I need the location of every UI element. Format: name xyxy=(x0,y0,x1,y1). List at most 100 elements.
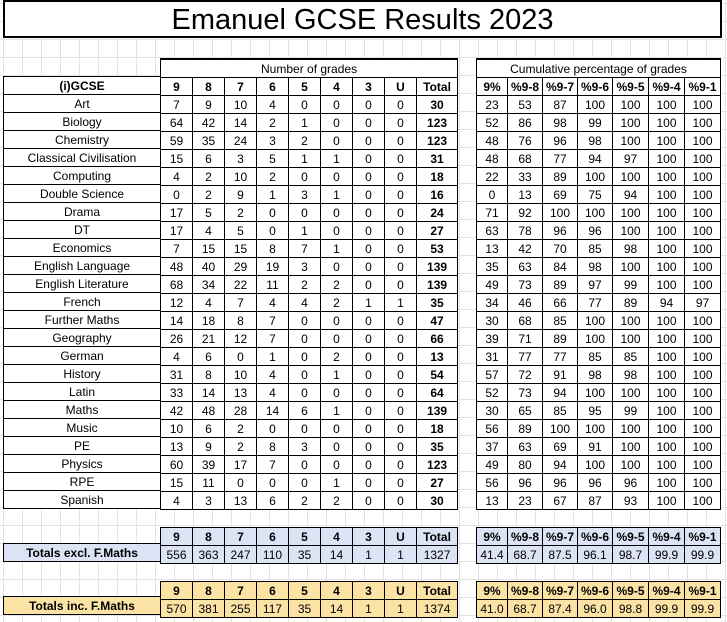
grade-count: 0 xyxy=(352,257,385,276)
cumulative-percentage: 100 xyxy=(577,311,613,330)
grade-count: 2 xyxy=(320,293,353,312)
totals-cumulative-percentage: 87.5 xyxy=(542,545,578,564)
grade-count: 17 xyxy=(160,221,193,240)
cumulative-percentage: 87 xyxy=(577,491,613,510)
grade-count: 13 xyxy=(224,383,257,402)
grade-total: 123 xyxy=(415,113,459,132)
grade-count: 0 xyxy=(384,365,417,384)
cumulative-percentage: 73 xyxy=(507,383,543,402)
grade-count: 19 xyxy=(256,257,289,276)
table-row: Art xyxy=(3,94,161,113)
grade-count: 0 xyxy=(352,239,385,258)
grade-count: 0 xyxy=(384,383,417,402)
cumulative-percentage: 100 xyxy=(648,131,685,150)
grade-count: 0 xyxy=(320,419,353,438)
grade-count: 2 xyxy=(256,113,289,132)
table-row: 42 48 28 14 6 1 0 0 139 xyxy=(160,401,459,420)
subject-name: Further Maths xyxy=(3,310,161,329)
table-row: 7 15 15 8 7 1 0 0 53 xyxy=(160,239,459,258)
grade-count: 9 xyxy=(192,95,225,114)
grade-count: 0 xyxy=(352,455,385,474)
grade-count: 68 xyxy=(160,275,193,294)
grade-count: 0 xyxy=(320,95,353,114)
grade-count: 0 xyxy=(256,473,289,492)
cumulative-percentage: 100 xyxy=(684,257,721,276)
grade-count: 42 xyxy=(160,401,193,420)
cumulative-percentage: 94 xyxy=(612,185,649,204)
cumulative-percentage: 98 xyxy=(577,365,613,384)
totals-cumulative-percentage: 96.1 xyxy=(577,545,613,564)
cumulative-percentage: 97 xyxy=(684,293,721,312)
cumulative-percentage: 98 xyxy=(577,131,613,150)
grade-count: 0 xyxy=(384,239,417,258)
cumulative-percentage: 100 xyxy=(684,329,721,348)
grade-total: 139 xyxy=(415,401,459,420)
table-row: Computing xyxy=(3,166,161,185)
subject-name: German xyxy=(3,346,161,365)
cumulative-percentage: 99 xyxy=(612,401,649,420)
table-row: 4 3 13 6 2 2 0 0 30 xyxy=(160,491,459,510)
table-row: 60 39 17 7 0 0 0 0 123 xyxy=(160,455,459,474)
cumulative-percentage: 46 xyxy=(507,293,543,312)
cumulative-percentage: 75 xyxy=(577,185,613,204)
grade-count: 5 xyxy=(192,203,225,222)
cumulative-percentage: 100 xyxy=(648,491,685,510)
totals-cumulative-percentage: 99.9 xyxy=(648,599,685,618)
grade-count: 4 xyxy=(160,491,193,510)
grade-total: 35 xyxy=(415,437,459,456)
grade-total: 35 xyxy=(415,293,459,312)
cumulative-percentage: 100 xyxy=(684,437,721,456)
totals-cumulative-header: %9-7 xyxy=(542,581,578,600)
cumulative-percentage: 96 xyxy=(507,473,543,492)
grade-count: 0 xyxy=(224,473,257,492)
grade-count: 0 xyxy=(256,419,289,438)
grade-column-header: U xyxy=(384,77,417,96)
cumulative-percentage: 94 xyxy=(577,149,613,168)
grade-total: 27 xyxy=(415,221,459,240)
subject-name: Drama xyxy=(3,202,161,221)
cumulative-percentage: 71 xyxy=(507,329,543,348)
grade-count: 0 xyxy=(352,113,385,132)
totals-grade-header: 7 xyxy=(224,527,257,546)
subject-name: Maths xyxy=(3,400,161,419)
grade-count: 14 xyxy=(256,401,289,420)
totals-grade-header: Total xyxy=(415,581,459,600)
grade-count: 0 xyxy=(352,311,385,330)
table-row: 37 63 69 91 100 100 100 xyxy=(476,437,721,456)
grade-count: 34 xyxy=(192,275,225,294)
grade-count: 0 xyxy=(352,221,385,240)
totals-cumulative-header: %9-4 xyxy=(648,527,685,546)
table-row: 31 8 10 4 0 1 0 0 54 xyxy=(160,365,459,384)
grade-count: 6 xyxy=(192,419,225,438)
table-row: 17 4 5 0 1 0 0 0 27 xyxy=(160,221,459,240)
grade-count: 4 xyxy=(192,293,225,312)
cumulative-percentage: 100 xyxy=(648,311,685,330)
grade-count: 0 xyxy=(320,113,353,132)
table-row: 7 9 10 4 0 0 0 0 30 xyxy=(160,95,459,114)
cumulative-percentage: 77 xyxy=(577,293,613,312)
totals-grade-count: 14 xyxy=(320,545,353,564)
grade-count: 0 xyxy=(320,329,353,348)
cumulative-percentage: 56 xyxy=(476,473,508,492)
table-row: 10 6 2 0 0 0 0 0 18 xyxy=(160,419,459,438)
grade-count: 12 xyxy=(224,329,257,348)
cumulative-percentage: 71 xyxy=(476,203,508,222)
table-row: 15 6 3 5 1 1 0 0 31 xyxy=(160,149,459,168)
table-row: Double Science xyxy=(3,184,161,203)
cumulative-percentage: 13 xyxy=(476,239,508,258)
cumulative-percentage: 100 xyxy=(612,311,649,330)
grade-count: 24 xyxy=(224,131,257,150)
grade-count: 10 xyxy=(224,95,257,114)
grade-count: 14 xyxy=(224,113,257,132)
subject-name: RPE xyxy=(3,472,161,491)
subject-name: French xyxy=(3,292,161,311)
table-row: 52 86 98 99 100 100 100 xyxy=(476,113,721,132)
grade-count: 0 xyxy=(384,401,417,420)
grade-count: 1 xyxy=(256,185,289,204)
cumulative-percentage: 68 xyxy=(507,149,543,168)
grade-count: 6 xyxy=(256,491,289,510)
cumulative-percentage: 100 xyxy=(684,113,721,132)
totals-grade-count: 1327 xyxy=(415,545,459,564)
cumulative-percentage: 49 xyxy=(476,455,508,474)
grade-count: 2 xyxy=(288,131,321,150)
